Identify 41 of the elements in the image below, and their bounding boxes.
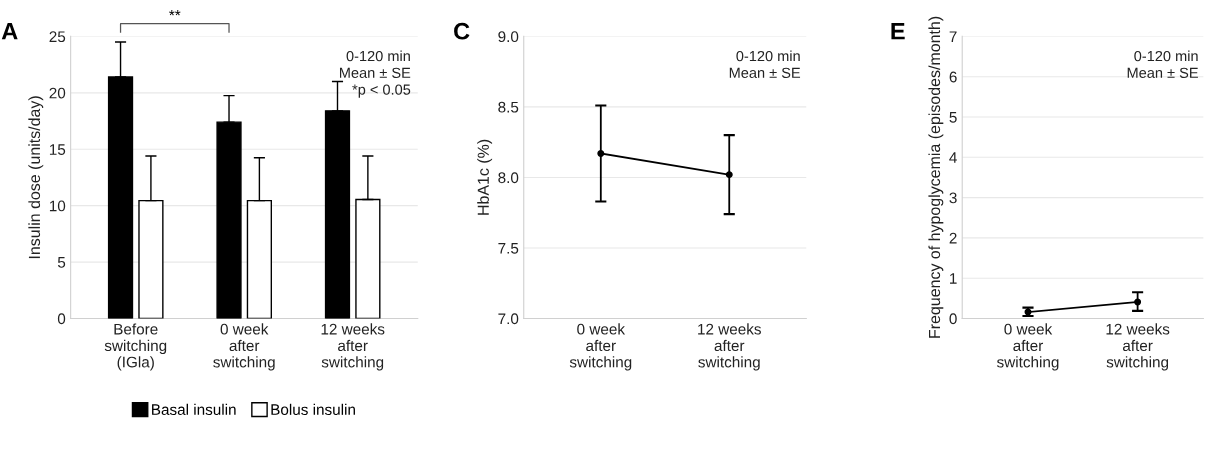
y-tick-label: 7.0 (498, 313, 519, 325)
chart-title: E (891, 23, 905, 40)
bar (324, 110, 351, 319)
x-tick-label: Before switching (IGla) (104, 323, 167, 371)
chart-title: A (1, 23, 18, 40)
bar (216, 121, 242, 319)
y-tick-label: 4 (949, 152, 957, 163)
y-tick-label: 10 (49, 200, 66, 212)
annotation: 0-120 min Mean ± SE (729, 50, 801, 78)
y-tick-label: 8.5 (498, 101, 519, 113)
y-axis-title: Frequency of hypoglycemia (episodes/month) (928, 16, 944, 338)
y-tick-label: 15 (49, 144, 66, 155)
y-axis-title: HbA1c (%) (477, 139, 493, 215)
y-tick-label: 25 (49, 31, 66, 43)
y-tick-label: 0 (57, 313, 66, 325)
y-tick-label: 7 (949, 31, 957, 42)
x-tick-label: 12 weeks after switching (698, 323, 761, 371)
y-tick-label: 9.0 (498, 31, 519, 43)
y-tick-label: 2 (949, 232, 957, 244)
y-tick-label: 1 (950, 273, 957, 284)
y-tick-label: 3 (949, 192, 957, 204)
x-tick-label: 0 week after switching (569, 323, 632, 371)
bar (107, 76, 134, 319)
x-tick-label: 12 weeks after switching (321, 323, 385, 371)
annotation: 0-120 min Mean ± SE *p < 0.05 (339, 50, 411, 98)
y-tick-label: 5 (57, 257, 66, 268)
x-tick-label: 0 week after switching (213, 323, 275, 371)
legend-label: Bolus insulin (271, 403, 355, 415)
y-tick-label: 8.0 (498, 172, 519, 184)
y-tick-label: 5 (949, 112, 957, 123)
y-axis-title: Insulin dose (units/day) (28, 96, 44, 259)
y-tick-label: 0 (949, 313, 957, 325)
legend-label: Basal insulin (152, 403, 236, 415)
text: ** (169, 10, 181, 16)
x-tick-label: 0 week after switching (997, 323, 1059, 371)
annotation: 0-120 min Mean ± SE (1127, 50, 1198, 78)
y-tick-label: 7.5 (498, 243, 519, 254)
y-tick-label: 6 (949, 71, 957, 83)
x-tick-label: 12 weeks after switching (1106, 323, 1170, 371)
y-tick-label: 20 (49, 87, 66, 99)
chart-title: C (454, 22, 470, 40)
